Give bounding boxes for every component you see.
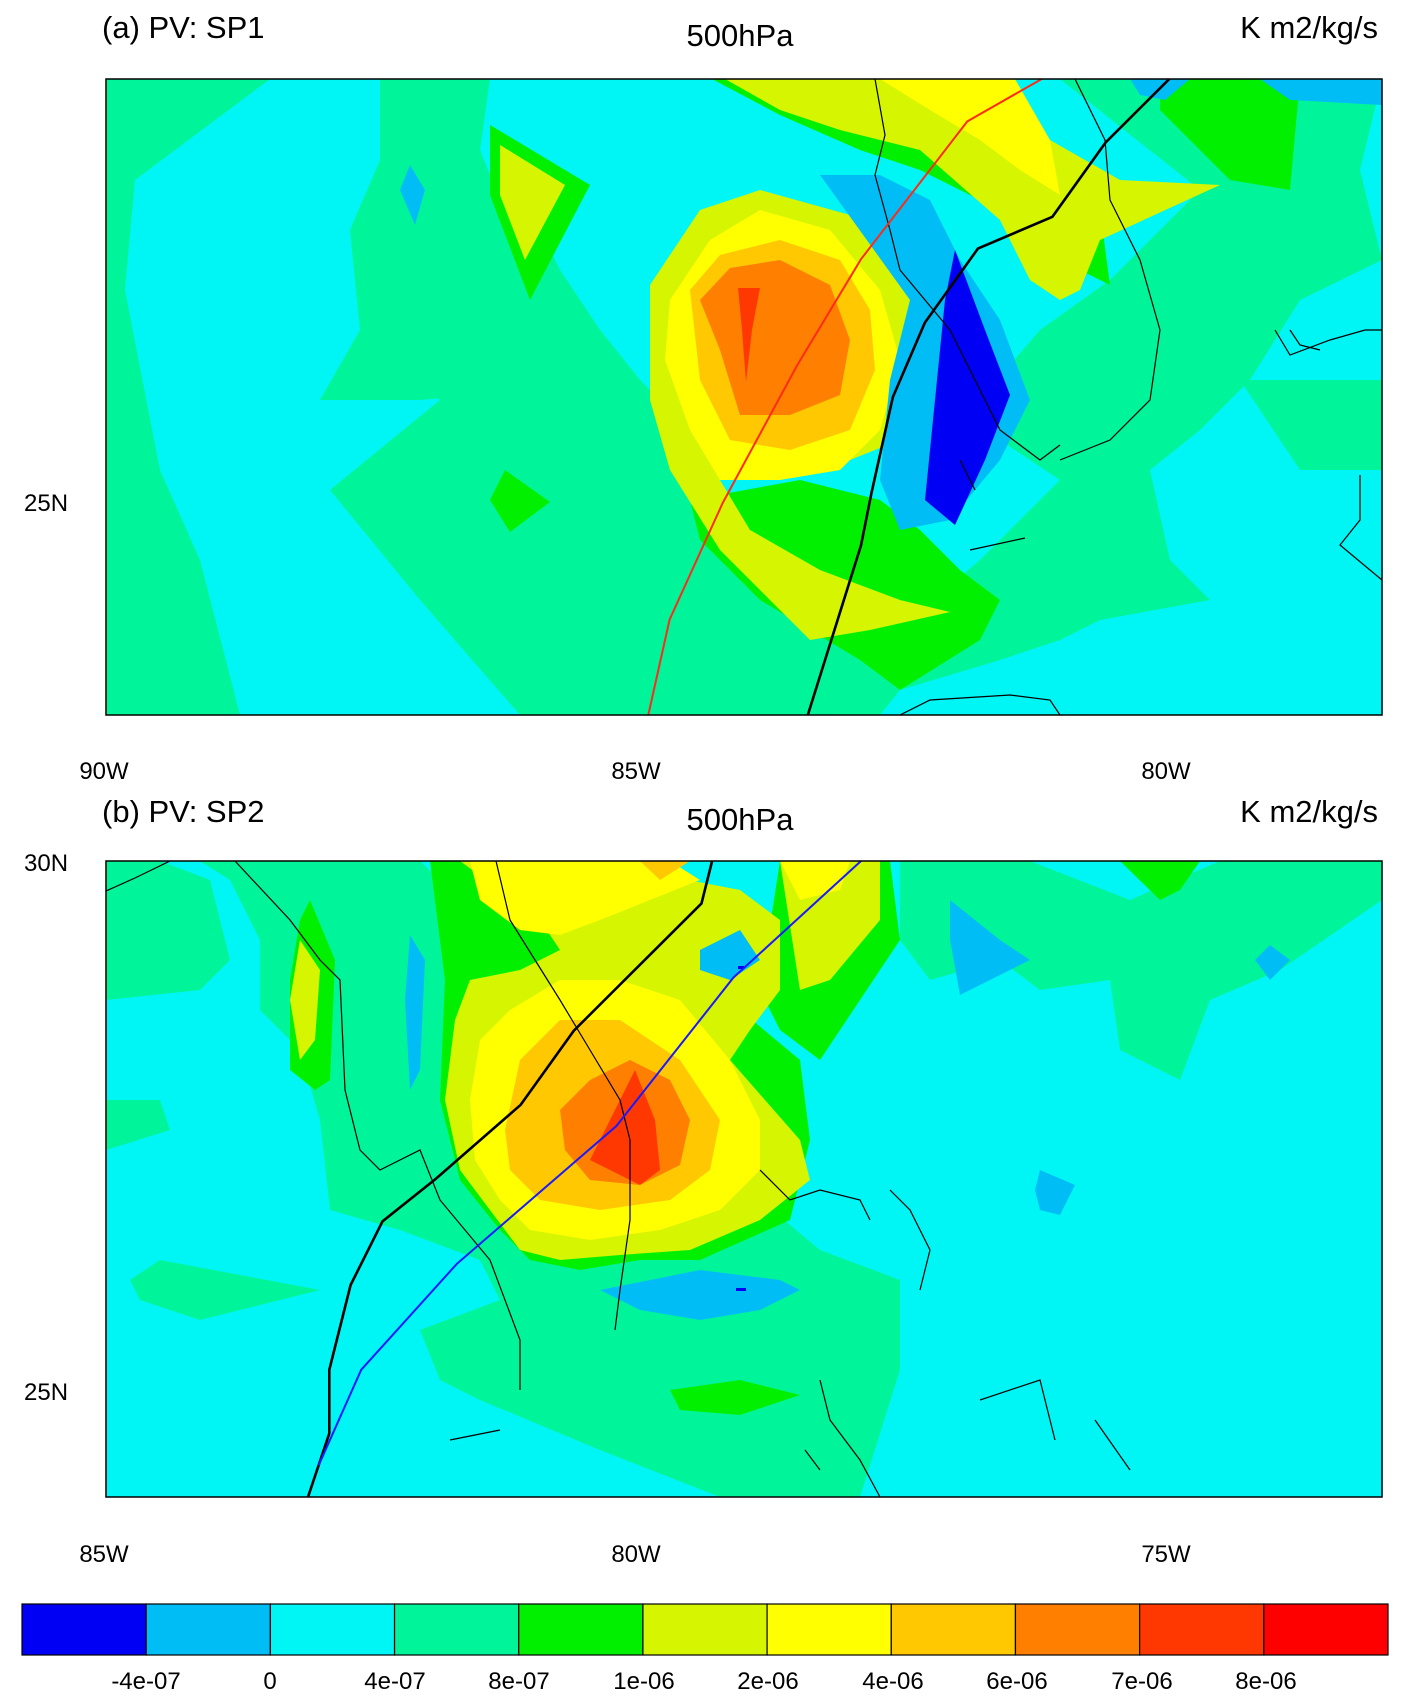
colorbar-box-5 [642, 1603, 768, 1656]
colorbar-box-8 [1014, 1603, 1141, 1656]
panel-b-coastlines [106, 861, 1131, 1497]
panel-b-ytick-1: 25N [24, 1379, 69, 1406]
panel-a-contour-7e-06 [700, 260, 850, 415]
panel-b-xtick-0: 85W [79, 1541, 129, 1568]
colorbar-label-0: -4e-07 [111, 1668, 181, 1695]
colorbar-box-6 [766, 1603, 892, 1656]
colorbar-box-0 [21, 1603, 147, 1656]
panel-a-plot [106, 79, 1382, 715]
panel-a-title-center: 500hPa [686, 18, 794, 53]
panel-b-contour-neg4 [736, 966, 746, 1291]
colorbar [21, 1603, 1389, 1656]
panel-b-xtick-2: 75W [1141, 1541, 1191, 1568]
panel-a-title-right: K m2/kg/s [1240, 10, 1378, 45]
colorbar-box-2 [269, 1603, 396, 1656]
panel-a-xtick-1: 85W [611, 758, 661, 785]
colorbar-box-7 [890, 1603, 1017, 1656]
track-line-0 [647, 79, 1043, 715]
colorbar-label-7: 6e-06 [986, 1668, 1048, 1695]
colorbar-box-10 [1263, 1603, 1389, 1656]
panel-b-ytick-0: 30N [24, 850, 69, 877]
panel-a-coastlines [874, 79, 1382, 715]
colorbar-label-9: 8e-06 [1235, 1668, 1297, 1695]
panel-a-title-left: (a) PV: SP1 [102, 10, 265, 45]
panel-b-title-left: (b) PV: SP2 [102, 794, 265, 829]
colorbar-box-9 [1139, 1603, 1265, 1656]
colorbar-label-1: 0 [263, 1668, 277, 1695]
panel-a-xtick-2: 80W [1141, 758, 1191, 785]
colorbar-box-1 [145, 1603, 271, 1656]
panel-b-contour-8e-06 [590, 1070, 660, 1185]
panel-a-contour-neg4 [925, 250, 1010, 525]
track-line-0 [306, 861, 714, 1497]
panel-b-contour-neg0 [405, 900, 1290, 1320]
colorbar-label-6: 4e-06 [862, 1668, 924, 1695]
panel-b-title-right: K m2/kg/s [1240, 794, 1378, 829]
panel-b-xtick-1: 80W [611, 1541, 661, 1568]
panel-b-title-center: 500hPa [686, 802, 794, 837]
colorbar-label-4: 1e-06 [613, 1668, 675, 1695]
panel-a-ytick-0: 25N [24, 490, 69, 517]
panel-a-contour-4e-07 [106, 79, 1382, 715]
panel-b-plot [106, 861, 1382, 1497]
colorbar-label-2: 4e-07 [364, 1668, 426, 1695]
panel-b-tracks [306, 861, 862, 1497]
track-line-1 [317, 861, 862, 1466]
panel-a-xtick-0: 90W [79, 758, 129, 785]
panel-b-frame [105, 860, 1383, 1498]
panel-a-contour-8e-06 [738, 288, 760, 382]
colorbar-label-8: 7e-06 [1111, 1668, 1173, 1695]
panel-a-frame [105, 78, 1383, 716]
colorbar-label-3: 8e-07 [488, 1668, 550, 1695]
panel-a-tracks [647, 79, 1171, 715]
colorbar-box-4 [518, 1603, 644, 1656]
track-line-1 [806, 79, 1171, 715]
colorbar-box-3 [393, 1603, 520, 1656]
colorbar-label-5: 2e-06 [737, 1668, 799, 1695]
